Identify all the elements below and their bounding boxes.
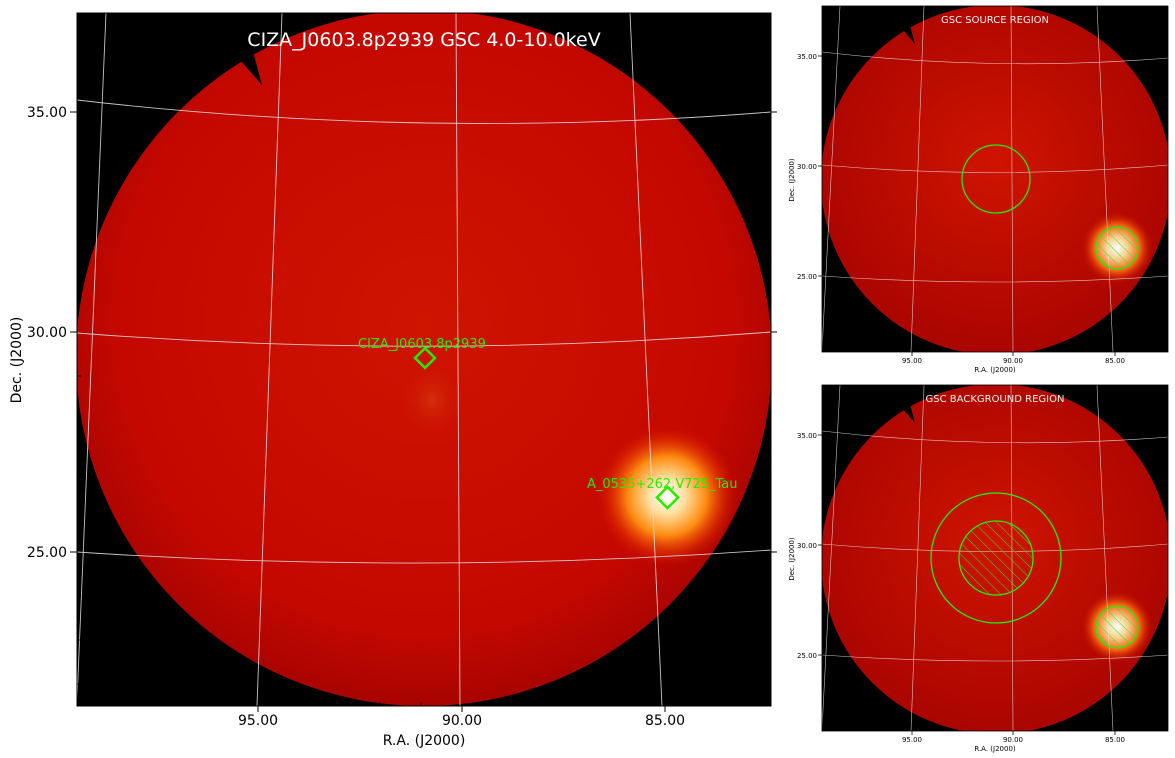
plot-frame (821, 5, 1169, 353)
x-axis-label: R.A. (J2000) (383, 733, 466, 749)
bright-source-emission (595, 424, 739, 568)
y-tick-30: 30.00 (797, 542, 817, 550)
disk-notch (200, 40, 262, 85)
source-region-circle[interactable] (961, 144, 1031, 214)
main-sky-image-panel: CIZA_J0603.8p2939 A_0535+262,V725_Tau CI… (9, 12, 777, 749)
x-tick-95: 95.00 (238, 713, 278, 729)
y-tick-25: 25.00 (797, 273, 817, 281)
y-axis-label: Dec. (J2000) (788, 158, 796, 202)
y-tick-35: 35.00 (797, 53, 817, 61)
y-tick-25: 25.00 (27, 545, 67, 561)
source-marker-ciza[interactable] (413, 346, 437, 370)
source-label-ciza: CIZA_J0603.8p2939 (358, 337, 486, 352)
gsc-field-of-view-disk (822, 6, 1168, 352)
minor-ticks (77, 67, 748, 706)
excluded-source-region[interactable] (1095, 226, 1139, 270)
excluded-source-region[interactable] (1095, 605, 1139, 649)
background-region-panel: GSC BACKGROUND REGION 35.00 30.00 25.00 … (788, 384, 1169, 753)
source-region-panel: GSC SOURCE REGION 35.00 30.00 25.00 95.0… (788, 5, 1169, 374)
major-ticks (818, 434, 1116, 735)
y-tick-35: 35.00 (797, 432, 817, 440)
panel-title: GSC BACKGROUND REGION (926, 394, 1065, 405)
y-tick-25: 25.00 (797, 652, 817, 660)
y-axis-label: Dec. (J2000) (9, 317, 25, 404)
plot-frame (76, 12, 772, 707)
x-tick-95: 95.00 (902, 357, 922, 365)
disk-notch (885, 22, 915, 44)
y-tick-35: 35.00 (27, 105, 67, 121)
source-label-a0535: A_0535+262,V725_Tau (587, 477, 738, 492)
plot-title: CIZA_J0603.8p2939 GSC 4.0-10.0keV (247, 29, 600, 51)
plot-frame (821, 384, 1169, 732)
x-tick-85: 85.00 (1105, 357, 1125, 365)
x-axis-label: R.A. (J2000) (974, 745, 1016, 753)
y-tick-30: 30.00 (797, 163, 817, 171)
panel-title: GSC SOURCE REGION (941, 15, 1049, 26)
coordinate-grid (822, 6, 1168, 352)
source-marker-a0535[interactable] (655, 485, 680, 510)
faint-cluster-emission (394, 355, 470, 445)
x-tick-95: 95.00 (902, 736, 922, 744)
x-tick-90: 90.00 (442, 713, 482, 729)
coordinate-grid (822, 385, 1168, 731)
x-tick-85: 85.00 (645, 713, 685, 729)
x-tick-90: 90.00 (1003, 736, 1023, 744)
major-ticks (818, 55, 1116, 356)
background-excluded-inner-circle[interactable] (958, 520, 1034, 596)
major-ticks (70, 111, 777, 712)
x-tick-90: 90.00 (1003, 357, 1023, 365)
x-axis-label: R.A. (J2000) (974, 366, 1016, 374)
y-axis-label: Dec. (J2000) (788, 537, 796, 581)
coordinate-grid (77, 13, 771, 706)
y-tick-30: 30.00 (27, 325, 67, 341)
x-tick-85: 85.00 (1105, 736, 1125, 744)
background-outer-circle[interactable] (930, 492, 1062, 624)
disk-notch (885, 401, 915, 423)
